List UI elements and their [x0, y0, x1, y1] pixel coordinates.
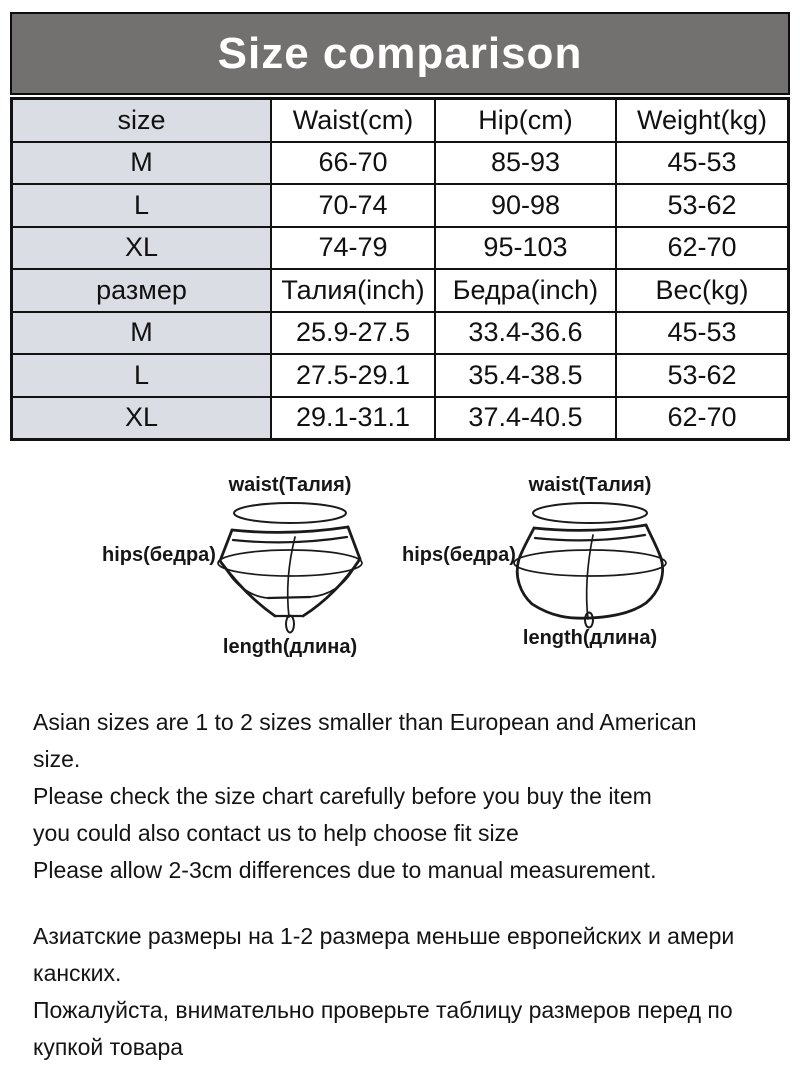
- notes-english: Asian sizes are 1 to 2 sizes smaller tha…: [0, 704, 800, 889]
- note-line: Азиатские размеры на 1-2 размера меньше …: [33, 923, 735, 949]
- weight-value: 45-53: [614, 310, 790, 355]
- briefs-outline-drawing: [217, 502, 363, 634]
- note-line: Please check the size chart carefully be…: [33, 783, 652, 809]
- hips-label: hips(бедра): [102, 544, 216, 566]
- note-line: Asian sizes are 1 to 2 sizes smaller tha…: [33, 709, 697, 735]
- weight-value: 45-53: [614, 140, 790, 185]
- weight-value: 53-62: [614, 183, 790, 228]
- waist-label: waist(Талия): [528, 474, 652, 496]
- boyshorts-outline-drawing: [513, 502, 667, 629]
- col-header-hip: Hip(cm): [433, 97, 617, 143]
- table-row: L 27.5-29.1 35.4-38.5 53-62: [10, 353, 790, 398]
- row-label: L: [10, 183, 273, 228]
- waist-value: 70-74: [270, 183, 436, 228]
- hip-value: 35.4-38.5: [433, 353, 617, 398]
- col-header-waist: Waist(cm): [270, 97, 436, 143]
- col-header-size-ru: размер: [10, 268, 273, 313]
- length-label: length(длина): [222, 636, 358, 658]
- hip-value: 85-93: [433, 140, 617, 185]
- table-row-header-en: size Waist(cm) Hip(cm) Weight(kg): [10, 97, 790, 143]
- size-table: size Waist(cm) Hip(cm) Weight(kg) M 66-7…: [10, 97, 790, 441]
- note-line: канских.: [33, 960, 122, 986]
- note-line: you could also contact us to help choose…: [33, 820, 519, 846]
- hip-value: 33.4-36.6: [433, 310, 617, 355]
- note-line: Пожалуйста, внимательно проверьте таблиц…: [33, 997, 733, 1023]
- waist-value: 74-79: [270, 225, 436, 270]
- table-row: L 70-74 90-98 53-62: [10, 183, 790, 228]
- page-title-bar: Size comparison: [10, 12, 790, 95]
- table-row: M 25.9-27.5 33.4-36.6 45-53: [10, 310, 790, 355]
- col-header-weight: Weight(kg): [614, 97, 790, 143]
- col-header-hip-ru: Бедра(inch): [433, 268, 617, 313]
- length-label: length(длина): [522, 627, 658, 649]
- boyshorts-diagram-group: waist(Талия) hips(бедра) length(длина): [402, 473, 740, 703]
- note-line: size.: [33, 746, 81, 772]
- waist-value: 27.5-29.1: [270, 353, 436, 398]
- row-label: M: [10, 310, 273, 355]
- briefs-diagram-group: waist(Талия) hips(бедра) length(длина): [102, 473, 440, 703]
- table-row: XL 74-79 95-103 62-70: [10, 225, 790, 270]
- weight-value: 53-62: [614, 353, 790, 398]
- waist-value: 66-70: [270, 140, 436, 185]
- hip-value: 37.4-40.5: [433, 395, 617, 441]
- col-header-waist-ru: Талия(inch): [270, 268, 436, 313]
- note-line: купкой товара: [33, 1034, 184, 1060]
- row-label: XL: [10, 395, 273, 441]
- row-label: XL: [10, 225, 273, 270]
- waist-value: 29.1-31.1: [270, 395, 436, 441]
- weight-value: 62-70: [614, 395, 790, 441]
- row-label: L: [10, 353, 273, 398]
- hip-value: 90-98: [433, 183, 617, 228]
- table-row: XL 29.1-31.1 37.4-40.5 62-70: [10, 395, 790, 441]
- hips-label: hips(бедра): [402, 544, 516, 566]
- table-row: M 66-70 85-93 45-53: [10, 140, 790, 185]
- waist-label: waist(Талия): [228, 474, 352, 496]
- notes-russian: Азиатские размеры на 1-2 размера меньше …: [0, 918, 800, 1066]
- measurement-diagrams: waist(Талия) hips(бедра) length(длина) w…: [0, 441, 800, 693]
- col-header-weight-ru: Вес(kg): [614, 268, 790, 313]
- note-line: Please allow 2-3cm differences due to ma…: [33, 857, 657, 883]
- hip-value: 95-103: [433, 225, 617, 270]
- row-label: M: [10, 140, 273, 185]
- weight-value: 62-70: [614, 225, 790, 270]
- waist-value: 25.9-27.5: [270, 310, 436, 355]
- col-header-size: size: [10, 97, 273, 143]
- table-row-header-ru: размер Талия(inch) Бедра(inch) Вес(kg): [10, 268, 790, 313]
- page-title: Size comparison: [217, 28, 583, 78]
